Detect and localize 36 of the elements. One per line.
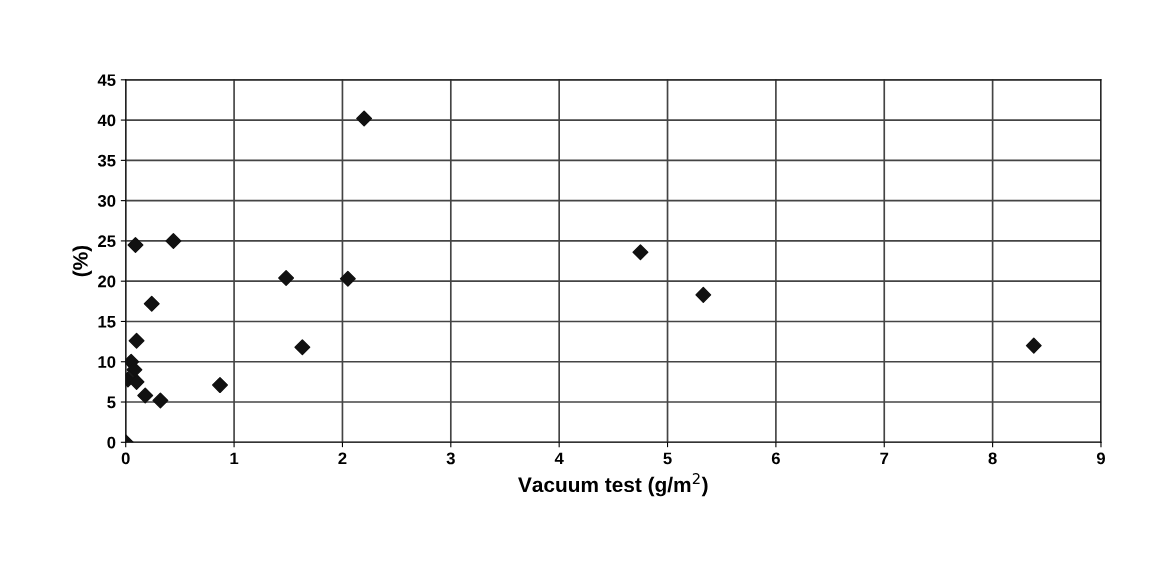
point — [152, 392, 169, 409]
y-tick-label: 5 — [107, 396, 116, 409]
point — [695, 286, 712, 303]
x-axis-title: Vacuum test (g/m$^{2}$) — [518, 473, 708, 497]
x-tick-label: 3 — [446, 452, 455, 465]
point — [165, 232, 182, 249]
x-tick-label: 9 — [1096, 452, 1105, 465]
point — [128, 332, 145, 349]
y-tick-label: 25 — [98, 235, 116, 248]
point — [278, 269, 295, 286]
y-tick-label: 45 — [97, 74, 116, 87]
point — [294, 339, 311, 356]
x-tick-label: 0 — [121, 452, 130, 465]
x-tick-label: 5 — [663, 452, 672, 465]
x-tick-label: 2 — [338, 452, 347, 465]
y-tick-label: 15 — [98, 316, 116, 328]
point — [356, 110, 373, 127]
x-tick-label: 6 — [771, 452, 780, 465]
point — [127, 236, 144, 253]
y-tick-label: 0 — [107, 436, 116, 449]
y-tick-label: 40 — [97, 114, 116, 127]
y-tick-label: 35 — [97, 154, 116, 167]
x-tick-label: 4 — [554, 452, 564, 465]
point — [212, 377, 228, 394]
x-tick-label: 8 — [988, 452, 997, 465]
point — [137, 387, 154, 404]
point — [1025, 337, 1042, 354]
y-axis-title: (%) — [72, 245, 92, 277]
point — [339, 270, 356, 287]
x-tick-label: 7 — [880, 452, 889, 465]
y-tick-label: 20 — [98, 275, 116, 288]
point — [632, 244, 649, 261]
y-tick-label: 30 — [97, 195, 116, 207]
point — [143, 295, 160, 312]
y-tick-label: 10 — [98, 356, 116, 368]
x-tick-label: 1 — [230, 452, 239, 465]
